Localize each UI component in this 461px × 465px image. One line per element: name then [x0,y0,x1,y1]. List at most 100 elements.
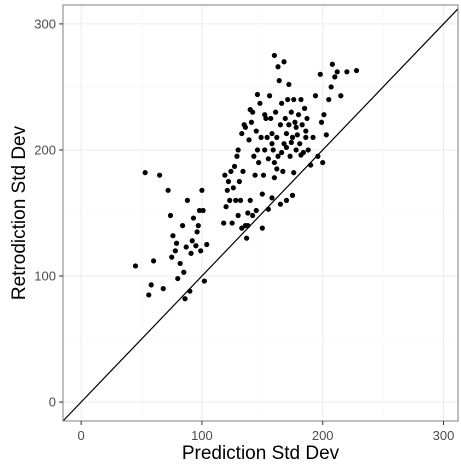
data-point [252,172,258,178]
x-axis-title: Prediction Std Dev [182,443,340,464]
data-point [279,149,285,156]
data-point [142,170,148,176]
data-point [286,81,292,88]
data-point [230,185,236,191]
y-tick-label: 0 [49,395,56,410]
x-tick-label: 300 [433,428,455,443]
data-point [231,163,238,169]
data-point [265,206,271,212]
data-point [321,112,327,118]
data-point [269,130,275,137]
y-tick-label: 100 [34,269,56,284]
grid-lines [63,5,458,421]
data-point [299,122,305,128]
data-point [227,197,233,203]
data-point [199,187,205,193]
data-point [204,241,210,248]
data-point [289,192,296,198]
data-point [190,215,197,221]
data-point [257,100,263,106]
x-tick-label: 100 [191,428,213,443]
data-point [262,147,268,153]
data-point [244,235,250,241]
x-tick-label: 200 [312,428,334,443]
data-point [221,220,227,226]
data-point [265,156,271,162]
data-points [132,52,360,302]
data-point [269,141,275,147]
data-point [259,191,265,197]
data-point [317,71,323,77]
data-point [281,141,287,147]
data-point [251,153,257,159]
reference-line-group [62,8,459,422]
y-axis-ticks: 0 100 200 300 [34,16,63,410]
x-tick-label: 0 [78,428,85,443]
data-point [303,134,309,140]
data-point [264,134,270,140]
data-point [160,286,166,292]
data-point [254,147,261,153]
data-point [132,263,139,269]
data-point [247,107,253,113]
data-point [181,269,187,275]
data-point [258,134,264,140]
y-axis-title: Retrodiction Std Dev [9,125,30,300]
data-point [288,139,294,146]
data-point [245,223,251,229]
data-point [283,130,290,137]
data-point [328,84,334,90]
data-point [293,147,299,153]
data-point [177,260,183,267]
data-point [282,115,288,122]
data-point [318,119,325,125]
data-point [326,96,332,103]
data-point [283,144,290,151]
data-point [233,197,239,203]
data-point [312,93,319,99]
data-point [224,187,230,193]
data-point [175,275,181,282]
y-tick-label: 300 [34,16,56,31]
data-point [291,170,297,176]
reference-line [62,8,459,422]
data-point [234,153,240,159]
data-point [237,197,244,203]
data-point [239,225,245,231]
data-point [320,159,326,166]
data-point [167,212,174,219]
data-point [184,197,191,203]
data-point [222,172,228,178]
data-point [262,112,268,118]
data-point [276,78,282,84]
data-point [323,132,329,138]
data-point [279,100,285,106]
data-point [286,122,292,128]
data-point [253,128,259,134]
data-point [275,64,281,70]
panel-border [62,4,459,422]
data-point [291,96,297,103]
data-point [344,69,350,75]
data-point [269,195,275,201]
data-point [256,159,262,166]
data-point [315,153,321,159]
data-point [148,282,154,288]
data-point [150,258,157,264]
y-tick-label: 200 [34,142,56,157]
data-point [275,153,281,159]
data-point [146,292,152,298]
data-point [301,105,308,111]
data-point [223,204,229,210]
data-point [169,254,175,260]
data-point [272,109,279,115]
data-point [183,244,189,250]
data-point [283,197,290,203]
data-point [170,233,176,239]
data-point [250,212,256,219]
data-point [235,147,241,153]
data-point [289,134,296,140]
data-point [187,288,193,294]
data-point [293,124,299,130]
data-point [277,122,284,128]
